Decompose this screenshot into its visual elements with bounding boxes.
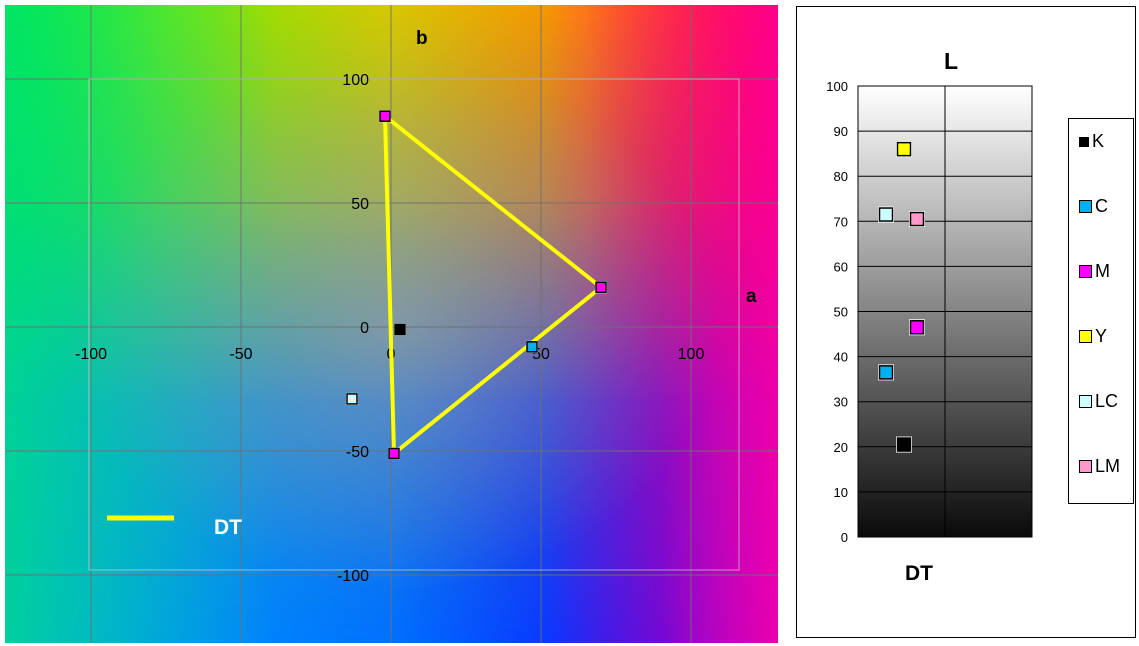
l-marker-lc: [878, 207, 894, 222]
l-chart-panel: L 0 10 20 30 40 50 60 70 80 90 100 DT: [796, 6, 1136, 638]
l-marker-y: [896, 141, 912, 157]
marker-m: [379, 110, 391, 122]
a-tick-label: 100: [678, 346, 705, 363]
legend-item-m: M: [1079, 261, 1110, 282]
ab-chart: -100 -50 0 50 100 100 50 0 -50 -100 b a DT: [5, 5, 778, 643]
b-tick-label: 0: [360, 320, 369, 337]
legend-swatch-m: [1079, 265, 1092, 278]
legend-swatch-y: [1079, 330, 1092, 343]
b-tick-label: -50: [346, 444, 369, 461]
l-chart-title: L: [944, 48, 958, 74]
l-markers: [878, 141, 925, 453]
l-tick-label: 60: [834, 259, 848, 274]
l-marker-lm: [909, 211, 925, 227]
l-tick-label: 0: [841, 530, 848, 545]
legend-label-y: Y: [1095, 326, 1108, 346]
legend-label-lc: LC: [1095, 391, 1119, 411]
legend-label-k: K: [1092, 131, 1105, 151]
plot-frame: [88, 78, 740, 571]
series-line-dt: [383, 114, 603, 456]
l-tick-label: 90: [834, 124, 848, 139]
legend-item-y: Y: [1079, 326, 1107, 347]
legend-label-m: M: [1095, 261, 1110, 281]
l-tick-label: 20: [834, 440, 848, 455]
a-tick-label: -100: [75, 346, 107, 363]
ab-markers: [346, 110, 607, 460]
ab-legend: DT: [107, 515, 242, 539]
l-tick-label: 50: [834, 305, 848, 320]
legend-item-lm: LM: [1079, 456, 1120, 477]
marker-m: [388, 447, 400, 460]
legend-label-c: C: [1095, 196, 1108, 216]
a-tick-label: -50: [229, 346, 252, 363]
l-tick-label: 70: [834, 214, 848, 229]
l-chart-legend: K C M Y LC LM: [1068, 118, 1134, 504]
l-x-axis-label: DT: [905, 562, 933, 585]
marker-lc: [346, 393, 358, 405]
b-tick-label: 50: [351, 196, 369, 213]
b-tick-label: -100: [337, 568, 369, 585]
marker-c: [526, 341, 538, 353]
legend-swatch-lm: [1079, 460, 1092, 473]
l-marker-k: [896, 437, 912, 452]
l-grid: [858, 85, 1032, 538]
legend-item-lc: LC: [1079, 391, 1118, 412]
marker-m: [595, 281, 607, 294]
legend-item-c: C: [1079, 196, 1108, 217]
marker-k: [394, 323, 406, 336]
legend-swatch-k: [1079, 136, 1089, 147]
a-axis-label: a: [746, 286, 757, 307]
dt-gamut-series: [383, 114, 603, 456]
l-tick-label: 100: [826, 79, 848, 94]
l-marker-m: [909, 320, 925, 335]
legend-swatch-c: [1079, 200, 1092, 213]
l-marker-c: [878, 365, 894, 380]
legend-item-k: K: [1079, 131, 1104, 152]
l-tick-label: 30: [834, 395, 848, 410]
l-tick-label: 80: [834, 169, 848, 184]
l-chart: L 0 10 20 30 40 50 60 70 80 90 100 DT: [826, 48, 1033, 585]
ab-grid: [5, 5, 778, 643]
l-tick-label: 10: [834, 485, 848, 500]
ab-y-tick-labels: 100 50 0 -50 -100: [337, 72, 369, 585]
legend-label-dt: DT: [214, 516, 242, 539]
l-tick-label: 40: [834, 350, 848, 365]
legend-label-lm: LM: [1095, 456, 1121, 476]
l-y-tick-labels: 0 10 20 30 40 50 60 70 80 90 100: [826, 79, 848, 545]
b-tick-label: 100: [342, 72, 369, 89]
b-axis-label: b: [416, 28, 428, 49]
legend-swatch-lc: [1079, 395, 1092, 408]
